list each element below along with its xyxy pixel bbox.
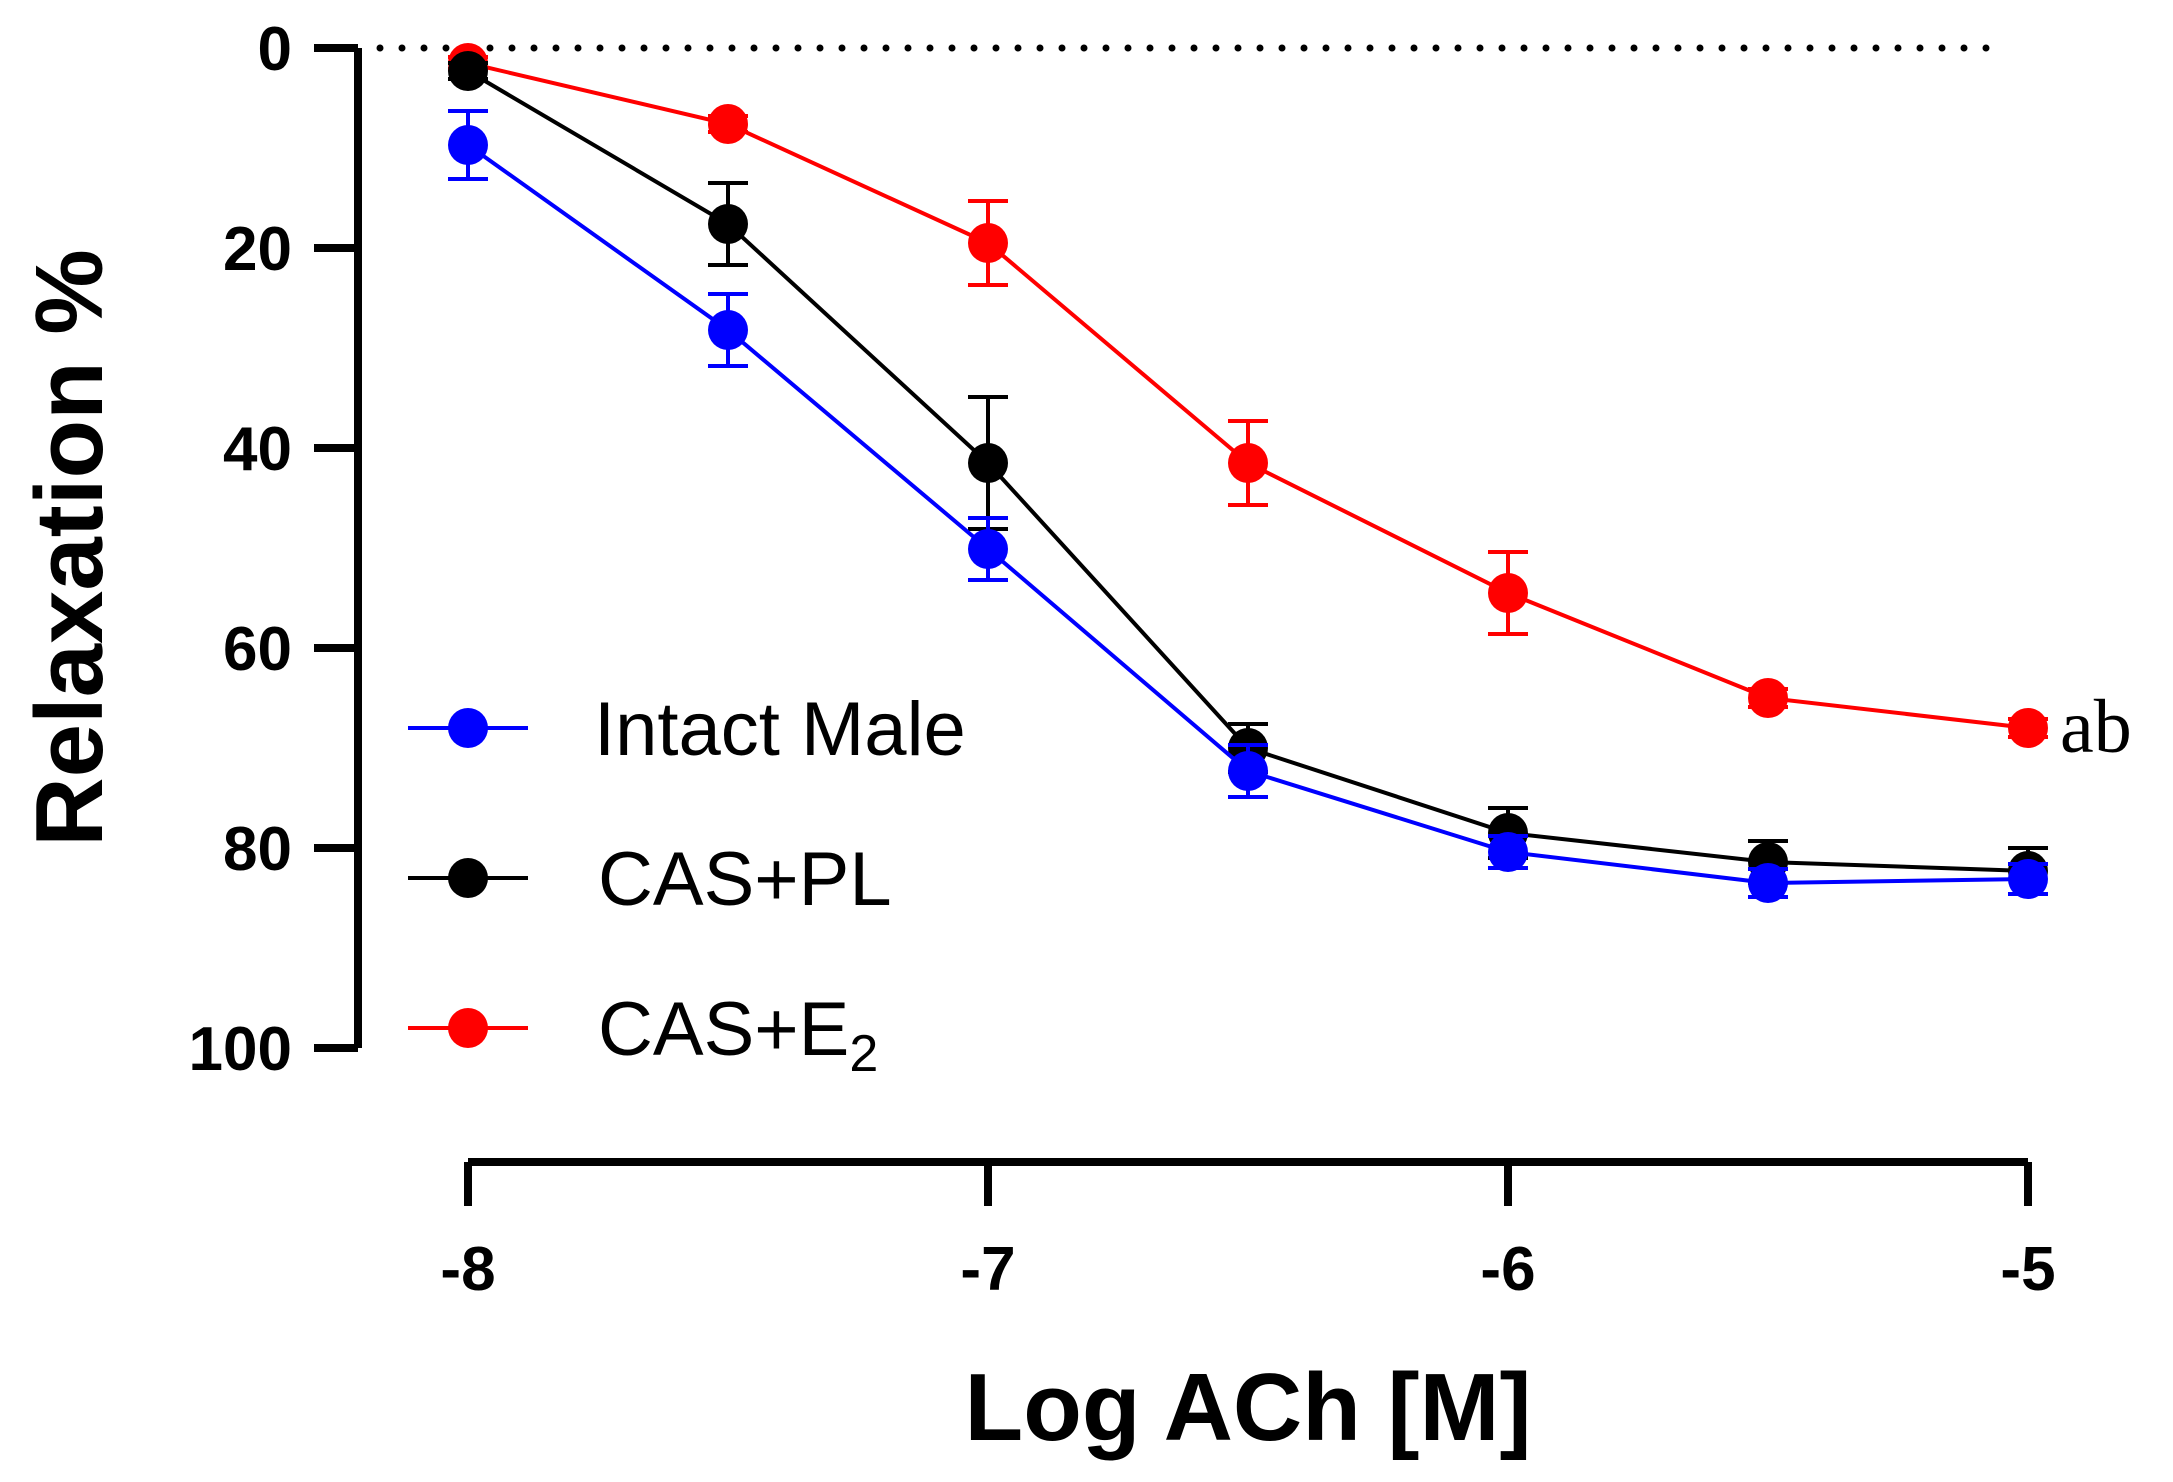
legend-marker-cas-e2 — [448, 1008, 488, 1048]
x-tick-label: -8 — [440, 1235, 495, 1304]
data-point-intact-male — [968, 529, 1008, 569]
legend-marker-cas-pl — [448, 858, 488, 898]
y-tick-label: 60 — [223, 615, 292, 684]
data-point-intact-male — [708, 310, 748, 350]
data-point-cas-e2 — [1488, 573, 1528, 613]
data-point-intact-male — [448, 125, 488, 165]
data-point-cas-e2 — [1228, 443, 1268, 483]
data-point-cas-e2 — [708, 104, 748, 144]
legend-item-intact-male: Intact Male — [408, 687, 966, 772]
legend-label-intact-male: Intact Male — [594, 687, 966, 772]
series-cas-e2 — [448, 43, 2048, 748]
legend-marker-intact-male — [448, 708, 488, 748]
legend-label-cas-e2: CAS+E2 — [598, 987, 878, 1083]
data-point-cas-e2 — [2008, 708, 2048, 748]
x-axis-title: Log ACh [M] — [965, 1354, 1532, 1461]
y-tick-label: 40 — [223, 415, 292, 484]
legend: Intact Male CAS+PL CAS+E2 — [408, 687, 966, 1083]
y-tick-label: 0 — [258, 15, 292, 84]
data-point-intact-male — [1488, 832, 1528, 872]
y-tick-label: 100 — [189, 1015, 292, 1084]
legend-label-cas-e2-subscript: 2 — [849, 1025, 878, 1083]
significance-annotation: ab — [2060, 685, 2132, 769]
series-layer — [448, 43, 2048, 903]
data-point-cas-pl — [708, 204, 748, 244]
legend-item-cas-pl: CAS+PL — [408, 837, 892, 922]
series-line-cas-e2 — [467, 61, 2029, 730]
data-point-cas-e2 — [1748, 678, 1788, 718]
data-point-cas-pl — [448, 51, 488, 91]
x-tick-label: -6 — [1480, 1235, 1535, 1304]
x-axis-ticks: -8 -7 -6 -5 — [440, 1162, 2056, 1304]
y-tick-label: 80 — [223, 815, 292, 884]
x-tick-label: -7 — [960, 1235, 1015, 1304]
data-point-intact-male — [1228, 751, 1268, 791]
data-point-cas-pl — [968, 443, 1008, 483]
data-point-intact-male — [2008, 859, 2048, 899]
y-axis-ticks: 0 20 40 60 80 100 — [189, 15, 358, 1084]
series-intact-male — [448, 109, 2048, 903]
data-point-intact-male — [1748, 863, 1788, 903]
legend-label-cas-pl: CAS+PL — [598, 837, 892, 922]
x-tick-label: -5 — [2000, 1235, 2055, 1304]
y-axis-title: Relaxation % — [16, 249, 123, 847]
legend-item-cas-e2: CAS+E2 — [408, 987, 878, 1083]
data-point-cas-e2 — [968, 223, 1008, 263]
legend-label-cas-e2-base: CAS+E — [598, 987, 849, 1072]
y-tick-label: 20 — [223, 215, 292, 284]
